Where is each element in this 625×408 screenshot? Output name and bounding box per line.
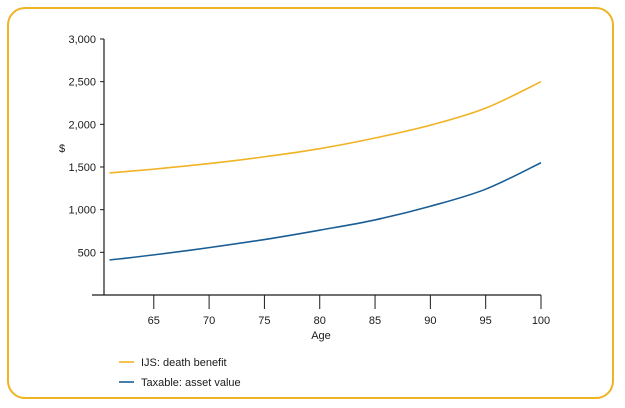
y-tick-label: 2,500: [68, 77, 96, 89]
chart-frame: [7, 7, 614, 399]
y-tick-label: 2,000: [68, 119, 96, 131]
x-tick-label: 100: [532, 315, 550, 327]
series-line-taxable-asset-value: [109, 162, 542, 261]
x-tick-label: 75: [258, 315, 270, 327]
x-tick-label: 85: [369, 315, 381, 327]
legend: IJS: death benefit Taxable: asset value: [119, 357, 241, 389]
x-tick-label: 80: [314, 315, 326, 327]
x-tick-label: 90: [424, 315, 436, 327]
y-tick-label: 3,000: [68, 34, 96, 46]
y-axis-title: $: [59, 143, 65, 155]
y-tick-label: 500: [78, 247, 96, 259]
x-tick-label: 95: [480, 315, 492, 327]
y-axis: 500 1,000 1,500 2,000 2,500 3,000: [68, 34, 105, 295]
x-axis: 65 70 75 80 85 90 95 100: [92, 294, 550, 327]
y-tick-label: 1,500: [68, 162, 96, 174]
y-tick-label: 1,000: [68, 205, 96, 217]
x-axis-title: Age: [311, 330, 331, 342]
x-tick-label: 65: [148, 315, 160, 327]
legend-label: Taxable: asset value: [141, 377, 241, 389]
series-layer: [109, 80, 542, 261]
x-tick-label: 70: [203, 315, 215, 327]
series-line-ijs-death-benefit: [109, 80, 542, 174]
legend-label: IJS: death benefit: [141, 357, 227, 369]
